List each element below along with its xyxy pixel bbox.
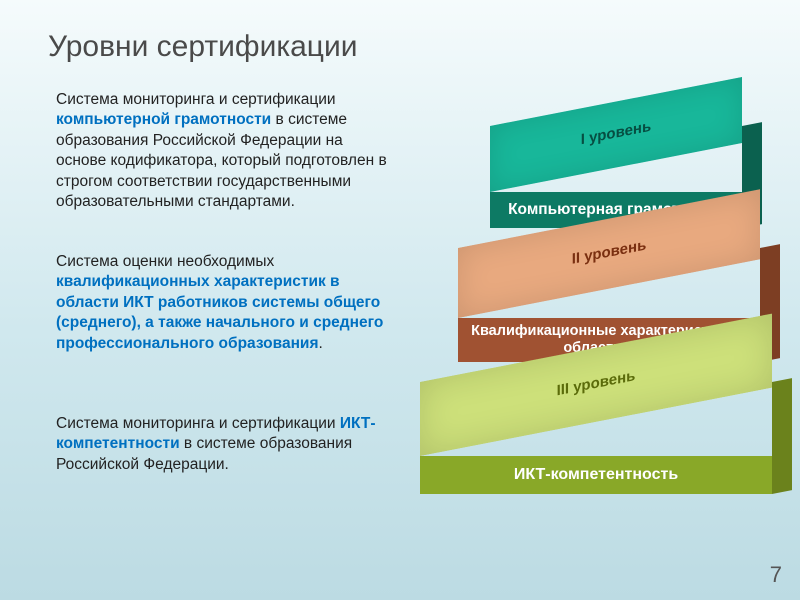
page-number: 7 — [770, 562, 782, 588]
pyramid-diagram: I уровеньКомпьютерная грамотностьII уров… — [400, 100, 780, 540]
paragraph: Система оценки необходимых квалификацион… — [56, 252, 390, 354]
layer-front-label: ИКТ-компетентность — [506, 466, 686, 484]
paragraph: Система мониторинга и сертификации ИКТ-к… — [56, 414, 390, 475]
layer-front: ИКТ-компетентность — [420, 456, 772, 494]
page-title: Уровни сертификации — [48, 30, 358, 64]
paragraph: Система мониторинга и сертификации компь… — [56, 90, 390, 213]
layer-side — [772, 378, 792, 494]
